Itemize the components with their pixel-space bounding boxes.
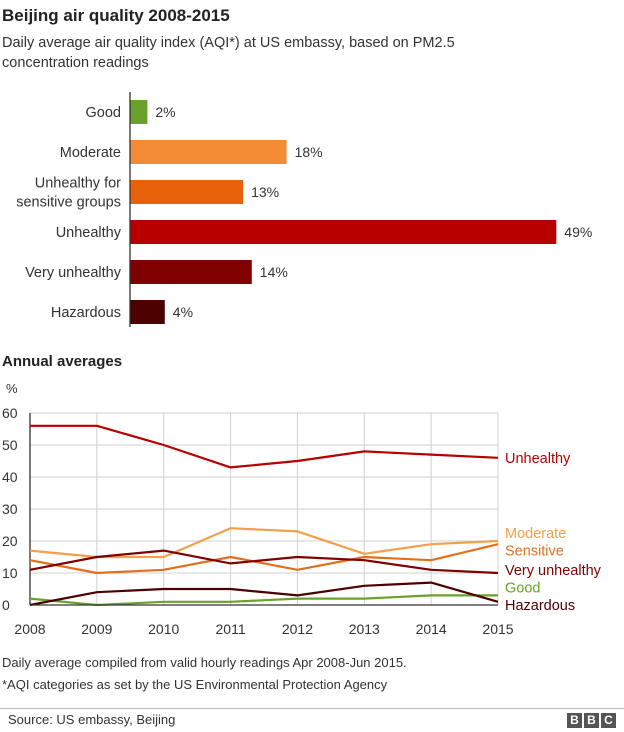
x-tick-label: 2015 [482, 621, 513, 637]
category-label: Hazardous [51, 305, 121, 321]
series-label: Sensitive [505, 544, 564, 560]
footer-divider [0, 708, 624, 709]
category-label: Good [86, 105, 121, 121]
y-tick-label: 10 [2, 565, 18, 581]
x-tick-label: 2014 [416, 621, 447, 637]
bar [130, 180, 244, 204]
bar-value-label: 13% [251, 184, 279, 200]
bbc-logo-letter: B [584, 713, 599, 728]
bar [130, 100, 148, 124]
series-line [29, 543, 499, 575]
bbc-logo-letter: B [567, 713, 582, 728]
series-line [29, 527, 499, 559]
series-label: Moderate [505, 526, 566, 542]
series-label: Very unhealthy [505, 563, 602, 579]
x-tick-label: 2008 [14, 621, 45, 637]
bar-value-label: 14% [260, 264, 288, 280]
y-tick-label: 0 [2, 597, 10, 613]
category-label: Unhealthy [56, 225, 122, 241]
series-label: Hazardous [505, 598, 575, 614]
category-label: Very unhealthy [25, 265, 122, 281]
category-label: sensitive groups [16, 195, 121, 211]
bar-value-label: 2% [155, 104, 175, 120]
bbc-logo: B B C [567, 713, 616, 728]
line-chart: % 0 10 20 30 40 50 60 2008 2009 2010 2011 2012 2013 20… [2, 381, 602, 637]
y-tick-label: 50 [2, 437, 18, 453]
bar-value-label: 18% [295, 144, 323, 160]
x-tick-label: 2012 [282, 621, 313, 637]
y-tick-label: 60 [2, 405, 18, 421]
x-tick-label: 2013 [349, 621, 380, 637]
y-tick-label: 40 [2, 469, 18, 485]
line-chart-title: Annual averages [2, 353, 123, 370]
y-tick-label: 20 [2, 533, 18, 549]
series-line [29, 581, 499, 607]
series-line [29, 594, 498, 607]
footnote-2: *AQI categories as set by the US Environ… [2, 677, 388, 692]
x-tick-label: 2010 [148, 621, 179, 637]
series-line [29, 549, 499, 575]
bar [130, 220, 557, 244]
series-line [30, 424, 499, 469]
bar-value-label: 4% [173, 304, 193, 320]
bar [130, 140, 287, 164]
y-axis-unit: % [6, 381, 18, 396]
series-label: Unhealthy [505, 451, 571, 467]
chart-title: Beijing air quality 2008-2015 [2, 6, 230, 25]
bbc-logo-letter: C [601, 713, 616, 728]
y-tick-label: 30 [2, 501, 18, 517]
bar [130, 300, 165, 324]
bar-value-label: 49% [564, 224, 592, 240]
footnote-1: Daily average compiled from valid hourly… [2, 655, 407, 670]
bar [130, 260, 252, 284]
chart-subtitle: Daily average air quality index (AQI*) a… [2, 35, 455, 71]
bar-chart: Good 2% Moderate 18% Unhealthy for sensitive … [16, 92, 592, 327]
source-credit: Source: US embassy, Beijing [8, 712, 176, 727]
series-label: Good [505, 580, 540, 596]
x-tick-label: 2011 [216, 621, 246, 637]
category-label: Unhealthy for [35, 176, 121, 192]
x-tick-label: 2009 [81, 621, 112, 637]
category-label: Moderate [60, 145, 121, 161]
